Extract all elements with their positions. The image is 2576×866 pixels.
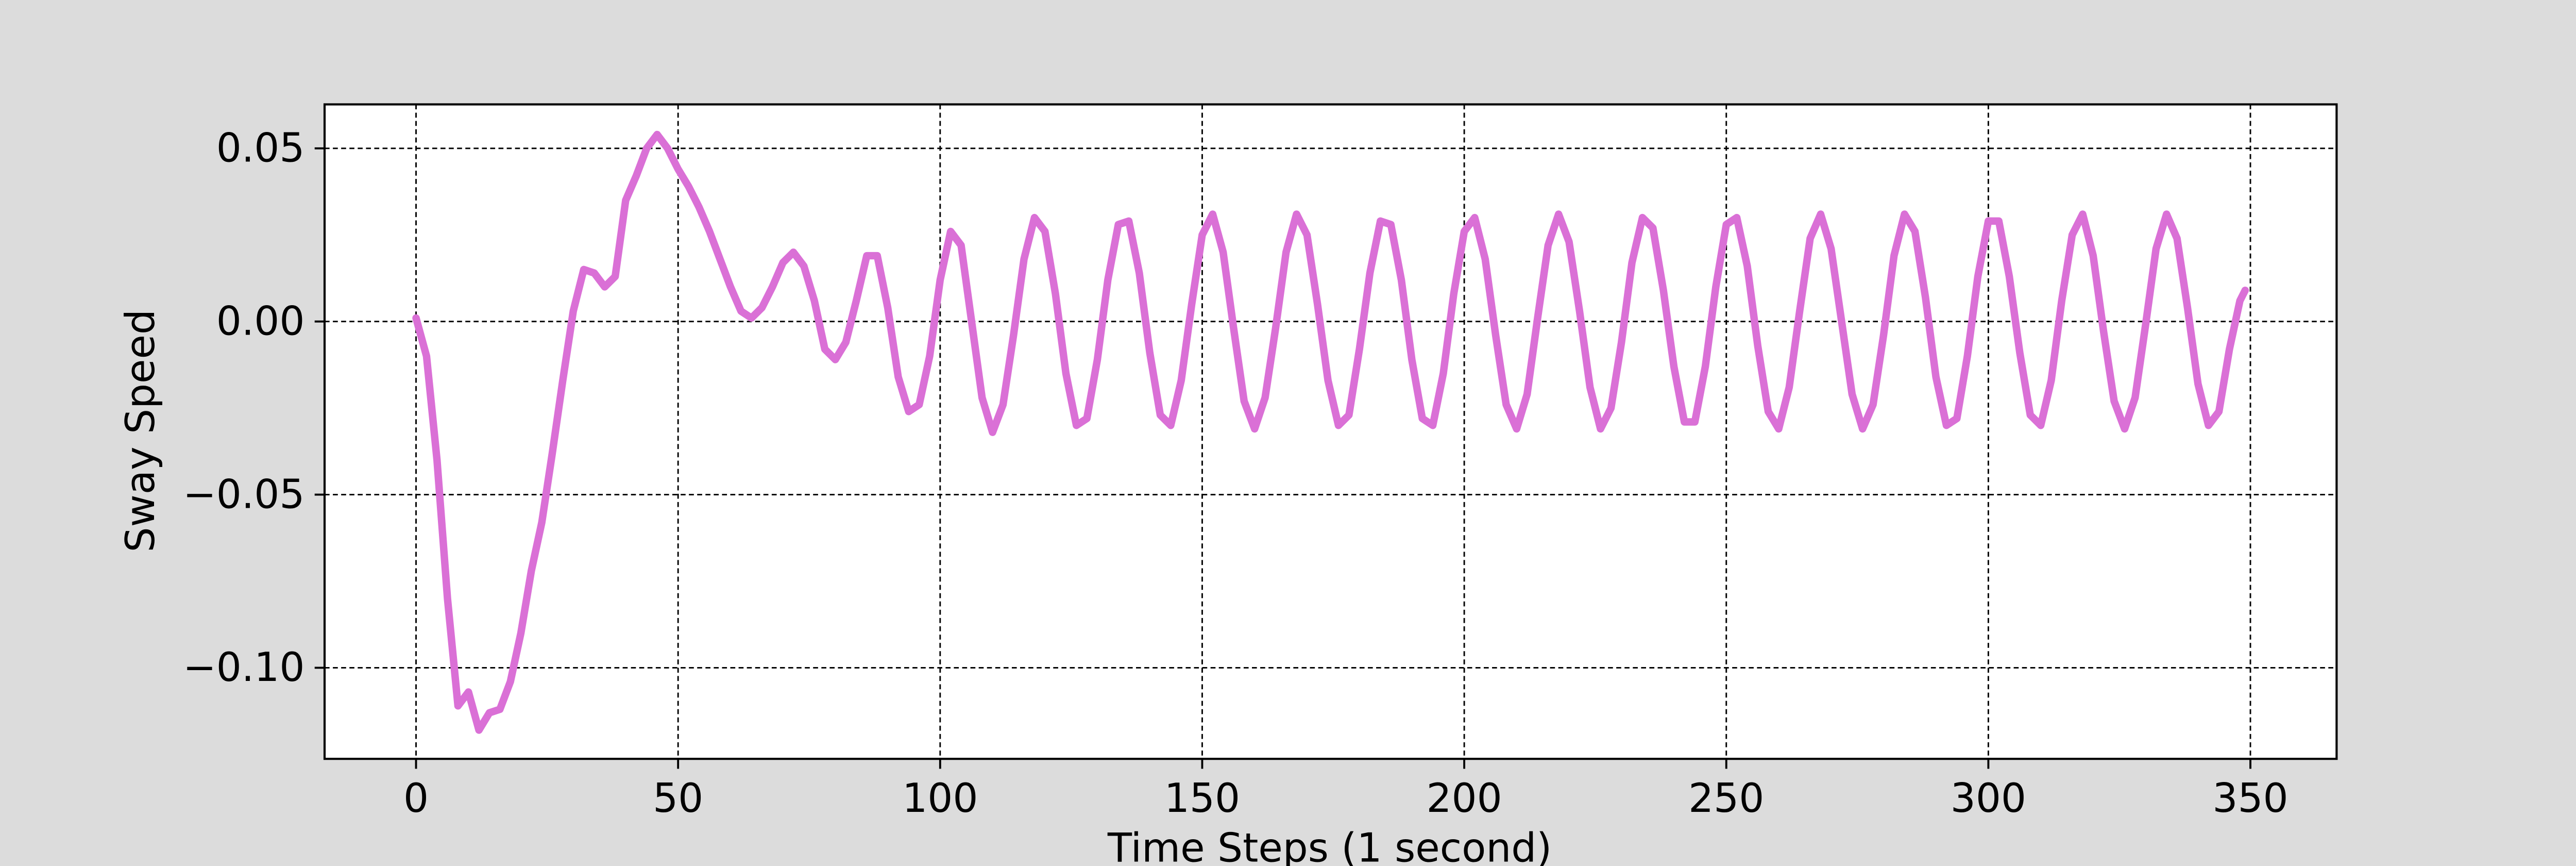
x-tick-label: 250 [1688, 775, 1764, 822]
x-tick-label: 150 [1164, 775, 1240, 822]
plot-frame [323, 103, 2338, 760]
x-tick-label: 100 [902, 775, 978, 822]
grid [325, 104, 2337, 759]
plot-area [325, 104, 2337, 759]
y-tick-label: −0.05 [183, 471, 304, 518]
y-tick-label: 0.00 [216, 298, 305, 344]
x-tick-label: 300 [1951, 775, 2026, 822]
x-axis-label: Time Steps (1 second) [1107, 825, 1552, 866]
y-tick-label: 0.05 [216, 125, 305, 172]
x-tick-label: 0 [403, 775, 429, 822]
marks [412, 130, 2249, 734]
y-tick-label: −0.10 [183, 644, 304, 691]
x-tick-label: 200 [1426, 775, 1502, 822]
labels: 0 50 100 150 200 250 300 350 −0.10 −0.05 0.00 0.05 [183, 125, 2289, 822]
x-tick-label: 50 [653, 775, 703, 822]
line-series [412, 130, 2249, 734]
y-axis-label: Sway Speed [117, 309, 164, 552]
x-tick-label: 350 [2212, 775, 2288, 822]
